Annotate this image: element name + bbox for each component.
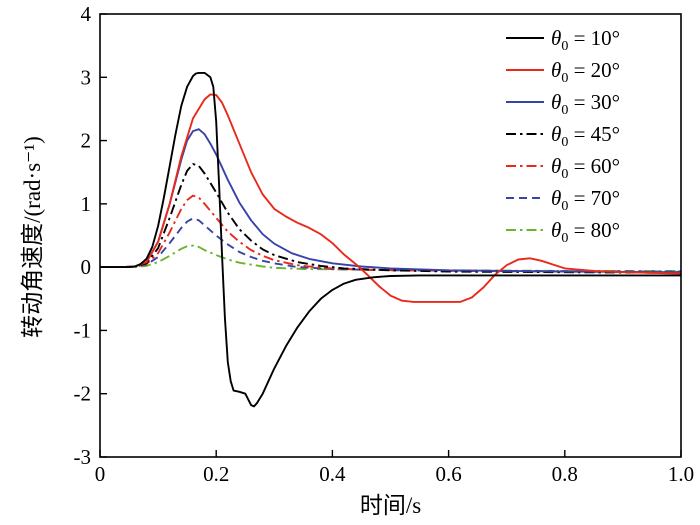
y-tick-label: 3 bbox=[81, 65, 92, 89]
x-tick-label: 0.4 bbox=[319, 462, 346, 486]
x-tick-label: 1.0 bbox=[668, 462, 694, 486]
y-tick-label: -3 bbox=[74, 445, 92, 469]
y-tick-label: -1 bbox=[74, 318, 92, 342]
x-axis-title: 时间/s bbox=[359, 493, 422, 518]
legend-label-20: θ0 = 20° bbox=[551, 58, 620, 86]
series-line-20 bbox=[100, 93, 682, 303]
legend-label-60: θ0 = 60° bbox=[551, 154, 620, 182]
series-line-60 bbox=[100, 194, 682, 274]
x-tick-label: 0 bbox=[95, 462, 106, 486]
plot-border bbox=[99, 13, 682, 458]
x-tick-label: 0.8 bbox=[552, 462, 578, 486]
x-tick-label: 0.6 bbox=[435, 462, 461, 486]
y-axis-title: 转动角速度/(rad·s⁻¹) bbox=[20, 136, 45, 338]
y-tick-label: -2 bbox=[74, 382, 92, 406]
y-tick-label: 2 bbox=[81, 129, 92, 153]
y-tick-label: 4 bbox=[81, 2, 92, 26]
legend-label-30: θ0 = 30° bbox=[551, 90, 620, 118]
legend-label-70: θ0 = 70° bbox=[551, 186, 620, 214]
series-line-70 bbox=[100, 217, 682, 273]
legend-label-80: θ0 = 80° bbox=[551, 218, 620, 246]
series-line-10 bbox=[100, 71, 681, 408]
y-tick-label: 0 bbox=[81, 255, 92, 279]
series-line-45 bbox=[100, 163, 682, 274]
y-tick-label: 1 bbox=[81, 192, 92, 216]
legend-label-10: θ0 = 10° bbox=[551, 26, 620, 54]
x-tick-label: 0.2 bbox=[203, 462, 229, 486]
series-line-80 bbox=[100, 244, 681, 272]
legend-label-45: θ0 = 45° bbox=[551, 122, 620, 150]
